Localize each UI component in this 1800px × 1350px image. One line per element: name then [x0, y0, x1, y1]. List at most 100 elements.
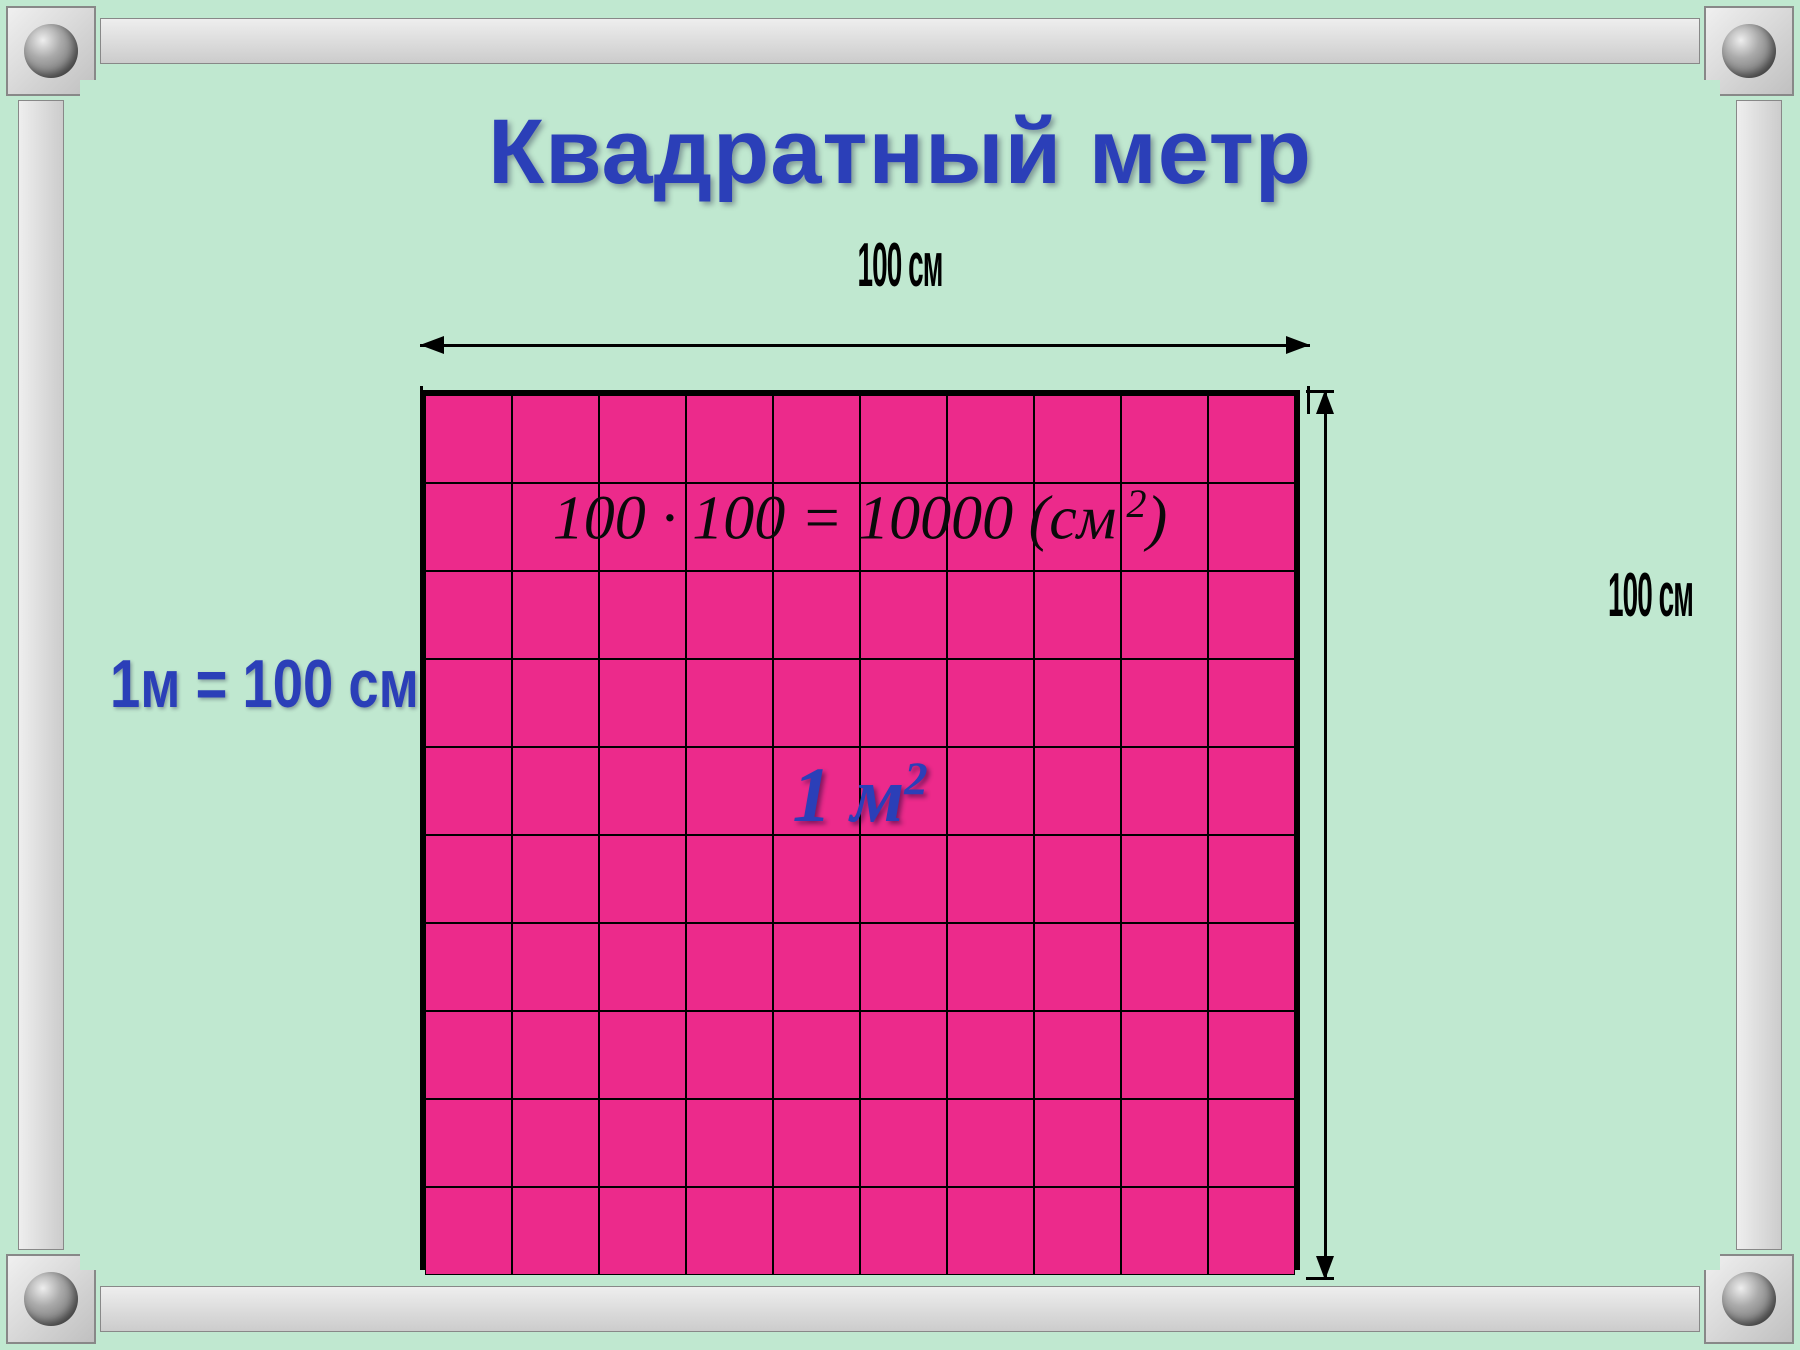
grid-cell — [512, 923, 599, 1011]
grid-cell — [1034, 835, 1121, 923]
grid-cell — [773, 659, 860, 747]
grid-cell — [686, 1099, 773, 1187]
grid-cell — [425, 659, 512, 747]
tick — [420, 386, 423, 414]
grid-cell — [1034, 1099, 1121, 1187]
grid-cell — [425, 1011, 512, 1099]
arrow-right-icon — [1286, 336, 1310, 354]
right-dimension-label: 100 см — [1608, 560, 1693, 631]
grid-cell — [773, 1187, 860, 1275]
grid-cell — [773, 835, 860, 923]
frame-bar-bottom — [100, 1286, 1700, 1332]
arrow-down-icon — [1316, 1256, 1334, 1280]
grid-cell — [1034, 659, 1121, 747]
grid-cell — [1121, 571, 1208, 659]
grid-cell — [947, 1099, 1034, 1187]
grid-cell — [860, 835, 947, 923]
grid-cell — [599, 571, 686, 659]
grid-cell — [599, 835, 686, 923]
grid-cell — [1121, 1011, 1208, 1099]
grid-cell — [1121, 1187, 1208, 1275]
grid-cell — [599, 1187, 686, 1275]
grid-cell — [512, 395, 599, 483]
grid-cell — [947, 923, 1034, 1011]
grid-cell — [686, 395, 773, 483]
grid-cell — [686, 923, 773, 1011]
grid-cell — [860, 1099, 947, 1187]
slide-title: Квадратный метр — [80, 100, 1720, 205]
grid-cell — [512, 571, 599, 659]
grid-cell — [512, 659, 599, 747]
grid-cell — [1121, 835, 1208, 923]
grid-cell — [686, 1187, 773, 1275]
grid-cell — [860, 1187, 947, 1275]
grid-cell — [773, 1099, 860, 1187]
arrow-up-icon — [1316, 390, 1334, 414]
grid-cell — [773, 1011, 860, 1099]
arrow-left-icon — [420, 336, 444, 354]
grid-cell — [947, 1011, 1034, 1099]
frame-bar-right — [1736, 100, 1782, 1250]
grid-cell — [425, 1187, 512, 1275]
grid-cell — [860, 395, 947, 483]
sphere-icon — [24, 24, 78, 78]
grid-cell — [1121, 923, 1208, 1011]
grid-cell — [1208, 659, 1295, 747]
grid-cell — [425, 835, 512, 923]
unit-label: 1 м2 — [420, 750, 1300, 840]
grid-cell — [599, 1011, 686, 1099]
grid-cell — [860, 659, 947, 747]
grid-cell — [512, 1187, 599, 1275]
grid-cell — [599, 395, 686, 483]
grid-cell — [599, 659, 686, 747]
right-dimension-line — [1310, 390, 1370, 1280]
grid-cell — [425, 395, 512, 483]
grid-cell — [773, 923, 860, 1011]
grid-cell — [686, 571, 773, 659]
grid-cell — [512, 835, 599, 923]
grid-cell — [1034, 1011, 1121, 1099]
grid-cell — [512, 1011, 599, 1099]
sphere-icon — [1722, 1272, 1776, 1326]
grid-cell — [1121, 395, 1208, 483]
frame-bar-top — [100, 18, 1700, 64]
grid-cell — [1121, 659, 1208, 747]
grid-cell — [947, 659, 1034, 747]
grid-cell — [773, 571, 860, 659]
grid-cell — [947, 835, 1034, 923]
grid-cell — [1208, 1187, 1295, 1275]
sphere-icon — [24, 1272, 78, 1326]
dim-bar — [1324, 390, 1327, 1280]
left-equivalence-text: 1м = 100 см — [110, 645, 419, 723]
grid-cell — [425, 923, 512, 1011]
grid-cell — [1208, 1011, 1295, 1099]
grid-cell — [1034, 923, 1121, 1011]
grid-cell — [1208, 923, 1295, 1011]
grid-cell — [1034, 1187, 1121, 1275]
area-formula: 100 · 100 = 10000 (см 2) — [420, 480, 1300, 555]
grid-cell — [1208, 1099, 1295, 1187]
grid-cell — [1208, 395, 1295, 483]
grid-cell — [599, 1099, 686, 1187]
frame-bar-left — [18, 100, 64, 1250]
grid-cell — [599, 923, 686, 1011]
grid-cell — [860, 1011, 947, 1099]
grid-cell — [773, 395, 860, 483]
top-dimension-line — [420, 330, 1310, 390]
grid-cell — [1208, 571, 1295, 659]
grid-cell — [1121, 1099, 1208, 1187]
grid-cell — [425, 571, 512, 659]
grid-cell — [1034, 395, 1121, 483]
grid-cell — [1208, 835, 1295, 923]
grid-container: 100 · 100 = 10000 (см 2) 1 м2 — [420, 390, 1300, 1270]
grid-cell — [512, 1099, 599, 1187]
grid-cell — [860, 571, 947, 659]
grid-cell — [947, 1187, 1034, 1275]
top-dimension-label: 100 см — [531, 230, 1269, 301]
grid-cell — [947, 395, 1034, 483]
grid-cell — [686, 659, 773, 747]
dim-bar — [420, 344, 1310, 347]
content-area: Квадратный метр 100 см 100 см 1м = 100 с… — [80, 80, 1720, 1270]
grid-cell — [860, 923, 947, 1011]
grid-cell — [947, 571, 1034, 659]
